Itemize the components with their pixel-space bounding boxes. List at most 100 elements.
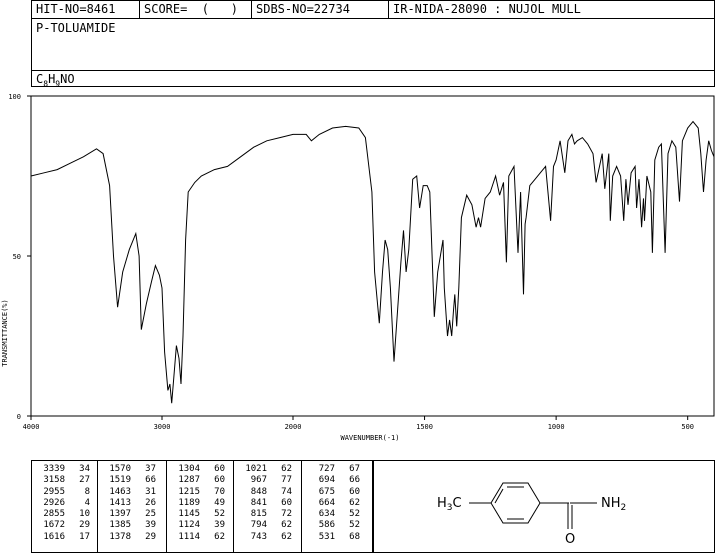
peak-wavenumber: 1570 [109,464,131,474]
peak-wavenumber: 1021 [245,464,267,474]
peak-transmittance: 62 [214,531,225,542]
peak-transmittance: 26 [145,497,156,508]
peak-wavenumber: 1114 [178,531,200,542]
peak-wavenumber: 2855 [43,509,65,520]
peak-row: 848 74 [234,487,301,498]
peak-row: 586 52 [302,520,372,531]
peak-row: 531 68 [302,532,372,543]
peak-row: 2926 4 [32,498,97,509]
peak-transmittance: 17 [79,531,90,542]
peak-transmittance: 60 [349,486,360,497]
ir-info: IR-NIDA-28090 : NUJOL MULL [393,2,581,16]
peak-row: 1124 39 [167,520,233,531]
peak-wavenumber: 1385 [109,520,131,531]
peak-wavenumber: 841 [250,497,267,508]
peak-row: 634 52 [302,509,372,520]
peak-wavenumber: 1145 [178,509,200,520]
peak-wavenumber: 1672 [43,520,65,531]
x-tick-label: 1000 [548,423,565,431]
peak-transmittance: 68 [349,531,360,542]
peak-row: 1413 26 [98,498,166,509]
oxygen-label: O [565,532,575,547]
amine-group-label: NH2 [601,496,626,513]
peak-row: 1145 52 [167,509,233,520]
peak-row: 794 62 [234,520,301,531]
peak-row: 664 62 [302,498,372,509]
peak-row: 2955 8 [32,487,97,498]
y-axis-label: TRANSMITTANCE(%) [1,299,9,366]
peak-wavenumber: 694 [318,475,335,486]
peak-transmittance: 60 [281,497,292,508]
molecular-formula: C8H9NO [36,72,75,89]
peak-wavenumber: 586 [318,520,335,531]
peak-transmittance: 10 [79,509,90,520]
peak-wavenumber: 1413 [109,497,131,508]
peak-transmittance: 34 [79,464,90,474]
peak-wavenumber: 1378 [109,531,131,542]
peak-transmittance: 60 [214,464,225,474]
peak-column: 727 67 694 66 675 60 664 62 634 52 586 52 531 68 [302,461,372,553]
peak-row: 1378 29 [98,532,166,543]
peak-row: 1616 17 [32,532,97,543]
peak-row: 2855 10 [32,509,97,520]
peak-wavenumber: 848 [250,486,267,497]
x-tick-label: 1500 [416,423,433,431]
formula-divider [32,70,714,71]
benzene-ring [490,482,541,524]
peak-transmittance: 62 [281,520,292,531]
peak-wavenumber: 1124 [178,520,200,531]
peak-transmittance: 62 [281,531,292,542]
y-tick-label: 50 [13,253,21,261]
peak-wavenumber: 3339 [43,464,65,474]
x-tick-label: 2000 [285,423,302,431]
compound-name: P-TOLUAMIDE [36,21,116,35]
peak-row: 1385 39 [98,520,166,531]
peak-wavenumber: 3158 [43,475,65,486]
peak-row: 1570 37 [98,464,166,475]
peak-row: 1021 62 [234,464,301,475]
peak-row: 3339 34 [32,464,97,475]
peak-row: 694 66 [302,475,372,486]
peak-column: 1021 62 967 77 848 74 841 60 815 72 794 62 743 62 [234,461,302,553]
peak-wavenumber: 1287 [178,475,200,486]
peak-transmittance: 77 [281,475,292,486]
peak-wavenumber: 727 [318,464,335,474]
peak-wavenumber: 967 [250,475,267,486]
methyl-group-label: H3C [437,496,462,513]
peak-row: 841 60 [234,498,301,509]
peak-row: 1463 31 [98,487,166,498]
peak-wavenumber: 2926 [43,497,65,508]
peak-wavenumber: 815 [250,509,267,520]
peak-transmittance: 29 [79,520,90,531]
peak-transmittance: 39 [145,520,156,531]
peak-wavenumber: 1304 [178,464,200,474]
header-divider [32,18,714,19]
peak-wavenumber: 664 [318,497,335,508]
y-tick-label: 100 [8,93,21,101]
peak-table: 3339 34 3158 27 2955 8 2926 4 2855 10 1672 29 1616 17… [31,460,373,553]
x-tick-label: 500 [681,423,694,431]
peak-transmittance: 37 [145,464,156,474]
peak-transmittance: 4 [84,497,90,508]
peak-transmittance: 31 [145,486,156,497]
peak-row: 967 77 [234,475,301,486]
peak-transmittance: 39 [214,520,225,531]
peak-column: 3339 34 3158 27 2955 8 2926 4 2855 10 1672 29 1616 17 [32,461,98,553]
x-tick-label: 4000 [23,423,40,431]
peak-column: 1570 37 1519 66 1463 31 1413 26 1397 25 1385 39 1378… [98,461,167,553]
peak-row: 1672 29 [32,520,97,531]
peak-row: 1287 60 [167,475,233,486]
peak-wavenumber: 1519 [109,475,131,486]
peak-wavenumber: 1189 [178,497,200,508]
spectrum-line [30,120,715,404]
score-field: SCORE= ( ) [140,1,252,19]
peak-row: 1519 66 [98,475,166,486]
y-tick-label: 0 [17,413,21,421]
peak-row: 743 62 [234,532,301,543]
x-axis-label: WAVENUMBER(-1) [340,434,399,442]
peak-wavenumber: 634 [318,509,335,520]
peak-transmittance: 67 [349,464,360,474]
peak-wavenumber: 1215 [178,486,200,497]
hit-number: HIT-NO=8461 [32,1,140,19]
